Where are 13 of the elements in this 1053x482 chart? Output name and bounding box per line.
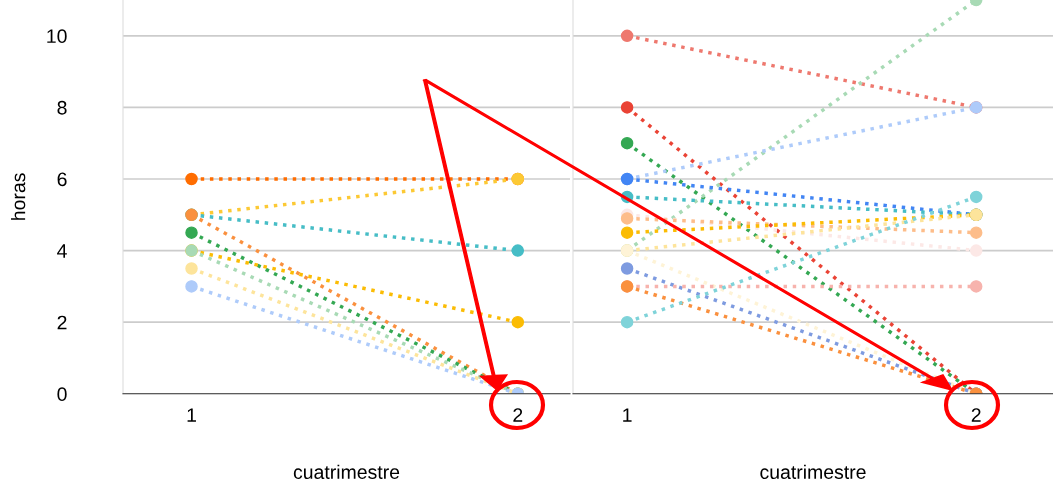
x-tick-label: 1 (187, 408, 196, 422)
y-tick-label: 10 (47, 29, 67, 44)
x-tick-label: 2 (971, 408, 981, 422)
y-axis-title: horas (11, 173, 26, 220)
y-tick-label: 8 (57, 100, 67, 115)
y-tick-label: 0 (57, 387, 67, 402)
y-tick-label: 6 (57, 172, 67, 187)
x-tick-label: 2 (513, 408, 523, 422)
y-tick-label: 2 (57, 315, 67, 330)
y-tick-label: 4 (57, 244, 67, 258)
x-axis-title: cuatrimestre (293, 464, 400, 479)
x-axis-title: cuatrimestre (760, 464, 866, 479)
x-tick-label: 1 (623, 408, 632, 422)
